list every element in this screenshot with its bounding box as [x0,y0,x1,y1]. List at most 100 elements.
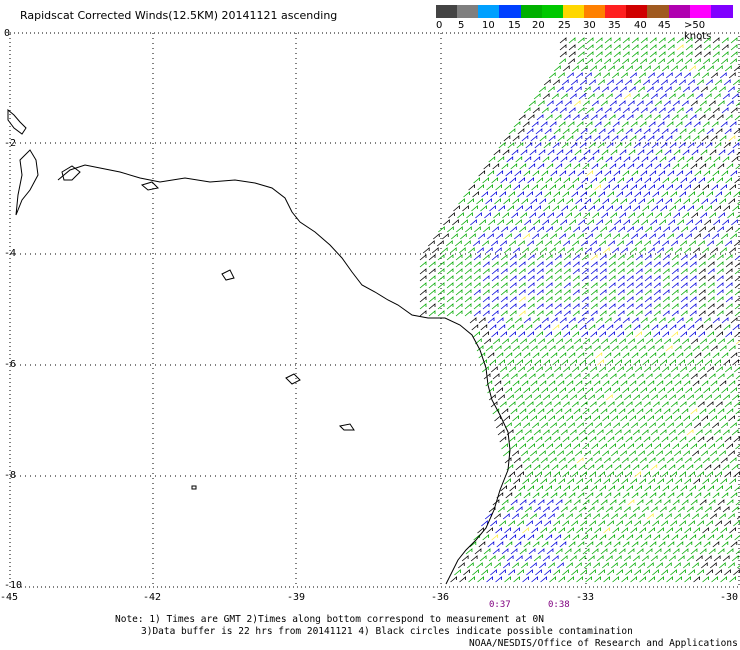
wind-barb [716,485,723,492]
wind-barb [463,240,471,247]
wind-barb [586,44,594,51]
wind-barb [554,310,562,317]
wind-barb [487,541,495,548]
wind-barb [709,212,716,219]
wind-barb [446,254,454,261]
wind-barb [569,219,576,226]
wind-barb [497,219,504,226]
wind-barb [536,282,544,289]
wind-barb [493,212,500,219]
wind-barb [603,478,610,485]
wind-barb [708,499,716,506]
latitude-label: -2 [4,138,17,149]
wind-barb [694,44,702,51]
wind-barb [689,268,697,275]
wind-barb [635,289,643,296]
wind-barb [607,240,615,247]
wind-barb [664,86,672,93]
wind-barb [589,240,597,247]
wind-barb [735,340,740,345]
wind-barb [659,394,667,401]
wind-barb [490,366,498,373]
wind-barb [736,89,740,93]
wind-barb [503,247,511,254]
wind-barb [524,219,531,226]
wind-barb [495,184,502,191]
wind-barb [631,107,639,114]
wind-barb [577,58,584,65]
wind-barb [716,310,724,317]
wind-barb [636,373,644,380]
wind-barb [718,212,725,219]
wind-barb [608,275,616,282]
wind-barb [540,422,548,429]
wind-barb [723,324,731,331]
wind-barb [583,562,591,569]
wind-barb [633,142,641,149]
wind-barb [654,443,661,450]
wind-barb [617,261,625,268]
wind-barb [652,401,660,408]
wind-barb [616,128,624,135]
wind-barb [618,226,625,233]
wind-barb [608,114,616,121]
wind-barb [629,72,637,79]
wind-barb [599,275,607,282]
wind-barb [625,240,633,247]
wind-barb [689,296,697,303]
wind-barb [729,527,736,534]
wind-barb [626,310,634,317]
wind-barb [698,114,706,121]
wind-barb [633,324,641,331]
wind-barb [706,436,714,443]
wind-barb [514,170,522,177]
wind-barb [613,387,620,394]
wind-barb [526,569,533,576]
wind-barb [499,401,507,408]
wind-barb [673,562,681,569]
wind-barb [689,289,697,296]
wind-barb [500,296,508,303]
wind-barb [584,198,591,205]
wind-barb [717,373,725,380]
wind-barb [698,331,705,338]
wind-barb [578,464,586,471]
wind-barb [627,408,635,415]
wind-barb [556,450,564,457]
wind-barb [508,471,515,478]
wind-barb [700,149,708,156]
wind-barb [703,492,711,499]
wind-barb [721,44,729,51]
wind-barb [673,212,680,219]
wind-barb [572,485,579,492]
wind-barb [683,415,690,422]
wind-barb [541,107,549,114]
wind-barb [515,555,523,562]
wind-barb [535,436,543,443]
wind-barb [598,240,606,247]
wind-barb [665,72,673,79]
wind-barb [673,86,681,93]
wind-barb [712,541,720,548]
wind-barb [531,422,539,429]
wind-barb [621,576,628,583]
wind-barb [716,261,724,268]
wind-barb [563,289,571,296]
wind-barb [549,422,557,429]
wind-barb [547,149,555,156]
wind-barb [666,527,673,534]
wind-barb [716,114,724,121]
wind-barb [582,226,589,233]
wind-barb [580,401,588,408]
wind-barb [704,464,712,471]
wind-barb [713,555,721,562]
wind-barb [519,443,526,450]
wind-barb [614,506,622,513]
wind-barb [720,576,727,583]
wind-barb [680,261,688,268]
wind-barb [678,142,686,149]
wind-barb [722,93,730,100]
wind-barb [507,205,514,212]
wind-barb [580,240,588,247]
latitude-label: 0 [4,28,11,39]
